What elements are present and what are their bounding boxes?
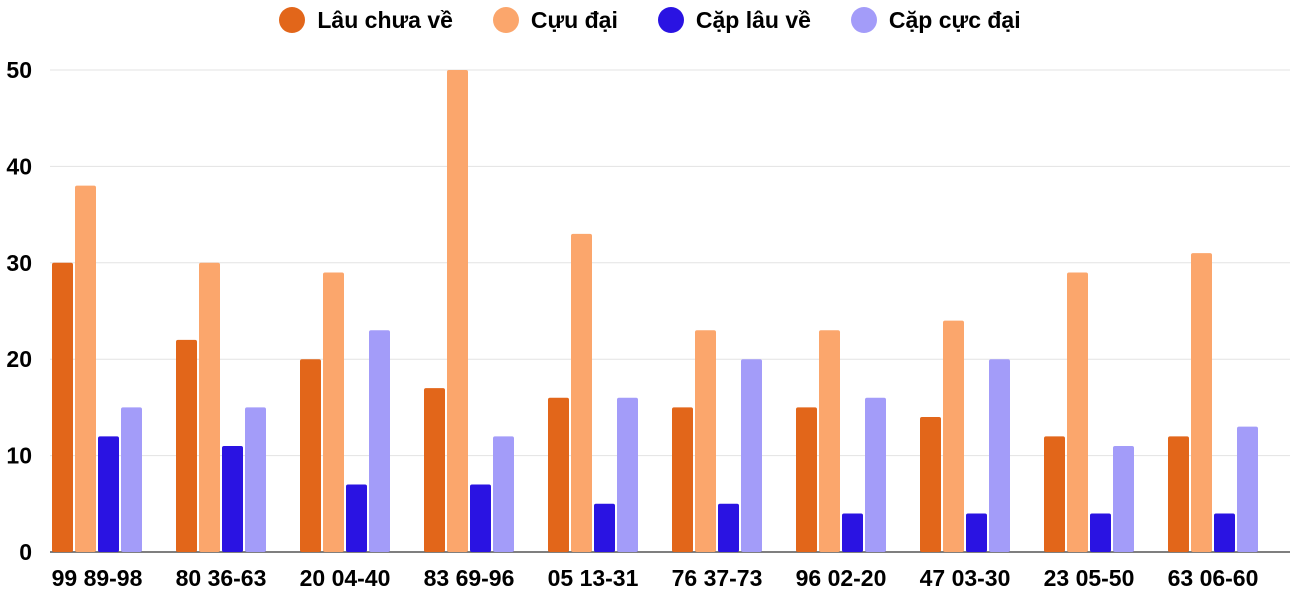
x-tick-label: 63 06-60 [1168, 565, 1259, 591]
y-tick-label: 10 [6, 443, 32, 469]
bar-1-6 [672, 407, 693, 552]
x-tick-label: 80 36-63 [176, 565, 267, 591]
bar-1-4 [424, 388, 445, 552]
bar-4-3 [369, 330, 390, 552]
x-tick-label: 47 03-30 [920, 565, 1011, 591]
legend-label-lau-chua-ve: Lâu chưa về [317, 6, 453, 33]
bar-2-7 [819, 330, 840, 552]
x-tick-label: 83 69-96 [424, 565, 515, 591]
bar-2-5 [571, 233, 592, 552]
bar-3-4 [470, 484, 491, 552]
legend-label-cap-lau-ve: Cặp lâu về [695, 6, 811, 33]
bar-1-10 [1168, 436, 1189, 552]
legend-item-lau-chua-ve[interactable]: Lâu chưa về [279, 7, 453, 34]
bar-4-9 [1113, 445, 1134, 552]
x-tick-label: 76 37-73 [672, 565, 763, 591]
y-tick-label: 0 [19, 539, 32, 565]
y-tick-label: 40 [6, 153, 32, 179]
y-tick-label: 50 [6, 57, 32, 83]
bar-4-10 [1237, 426, 1258, 552]
bar-1-8 [920, 417, 941, 552]
y-tick-label: 30 [6, 250, 32, 276]
bar-1-7 [796, 407, 817, 552]
legend-item-cuu-dai[interactable]: Cựu đại [492, 6, 618, 34]
legend-item-cap-cuc-dai[interactable]: Cặp cực đại [850, 6, 1021, 34]
bar-4-2 [245, 407, 266, 552]
bar-4-4 [493, 436, 514, 552]
bar-1-2 [176, 339, 197, 552]
x-tick-label: 96 02-20 [796, 565, 887, 591]
x-tick-label: 23 05-50 [1044, 565, 1135, 591]
bar-2-4 [447, 70, 468, 552]
bar-4-8 [989, 359, 1010, 552]
bar-1-5 [548, 397, 569, 552]
bar-2-6 [695, 330, 716, 552]
legend-label-cap-cuc-dai: Cặp cực đại [888, 6, 1021, 33]
bar-3-8 [966, 513, 987, 552]
bar-3-3 [346, 484, 367, 552]
bar-2-9 [1067, 272, 1088, 552]
bar-4-6 [741, 359, 762, 552]
legend-swatch-cap-lau-ve [657, 7, 684, 33]
bar-4-1 [121, 407, 142, 552]
legend-label-cuu-dai: Cựu đại [530, 6, 618, 33]
legend-swatch-lau-chua-ve [279, 7, 306, 33]
y-tick-label: 20 [6, 346, 32, 372]
bar-3-5 [594, 503, 615, 552]
bar-1-3 [300, 359, 321, 552]
bar-2-10 [1191, 253, 1212, 552]
legend-swatch-cuu-dai [492, 7, 519, 33]
x-tick-label: 99 89-98 [52, 565, 143, 591]
x-tick-label: 05 13-31 [548, 565, 639, 591]
bar-3-6 [718, 503, 739, 552]
bar-3-9 [1090, 513, 1111, 552]
bar-2-2 [199, 262, 220, 552]
x-tick-label: 20 04-40 [300, 565, 391, 591]
bar-4-5 [617, 397, 638, 552]
bar-4-7 [865, 397, 886, 552]
bar-2-8 [943, 320, 964, 552]
legend-swatch-cap-cuc-dai [850, 7, 877, 33]
chart-legend: Lâu chưa về Cựu đại Cặp lâu về Cặp cực đ… [0, 0, 1300, 40]
bar-3-2 [222, 445, 243, 552]
bar-1-1 [52, 262, 73, 552]
bar-1-9 [1044, 436, 1065, 552]
bar-2-1 [75, 185, 96, 552]
bar-2-3 [323, 272, 344, 552]
legend-item-cap-lau-ve[interactable]: Cặp lâu về [657, 6, 811, 34]
bar-3-7 [842, 513, 863, 552]
bar-3-10 [1214, 513, 1235, 552]
bar-3-1 [98, 436, 119, 552]
